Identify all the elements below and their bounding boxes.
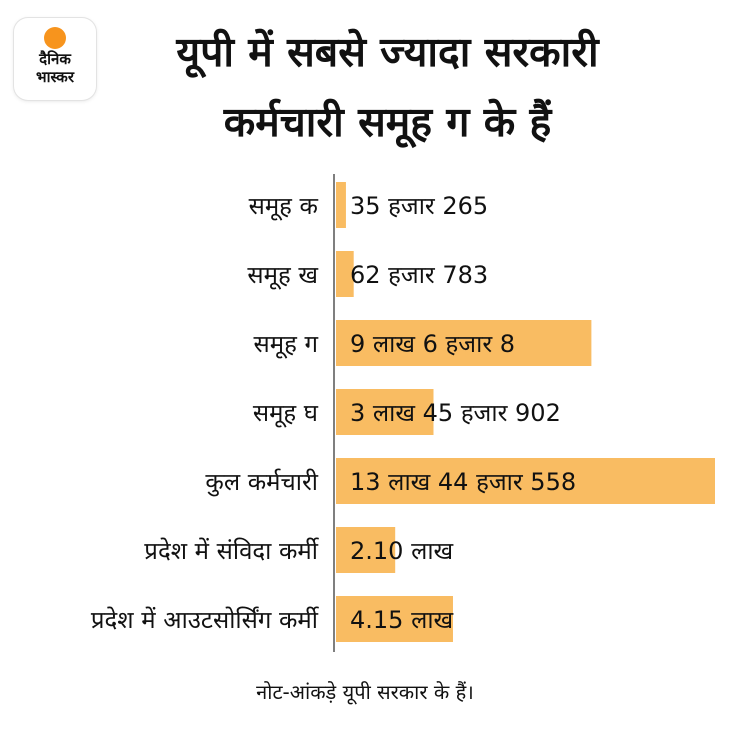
category-label-5: प्रदेश में संविदा कर्मी [144, 537, 319, 565]
bar-5 [336, 527, 396, 573]
category-label-3: समूह घ [253, 399, 319, 428]
bar-4 [336, 458, 715, 504]
value-label-2: 9 लाख 6 हजार 8 [350, 330, 515, 358]
bar-0 [336, 182, 346, 228]
category-label-0: समूह क [249, 192, 319, 221]
bar-2 [336, 320, 592, 366]
dainik-bhaskar-logo: दैनिक भास्कर [14, 18, 96, 100]
category-label-4: कुल कर्मचारी [205, 468, 318, 497]
category-label-1: समूह ख [247, 261, 318, 290]
chart-title-line-2: कर्मचारी समूह ग के हैं [223, 98, 552, 146]
value-label-0: 35 हजार 265 [350, 192, 488, 220]
value-label-6: 4.15 लाख [350, 606, 454, 634]
logo-text-line-1: दैनिक [39, 50, 71, 68]
value-label-1: 62 हजार 783 [350, 261, 488, 289]
bar-1 [336, 251, 354, 297]
bar-6 [336, 596, 453, 642]
category-label-6: प्रदेश में आउटसोर्सिंग कर्मी [91, 606, 320, 634]
value-label-5: 2.10 लाख [350, 537, 454, 565]
category-label-2: समूह ग [254, 330, 319, 359]
chart-title-line-1: यूपी में सबसे ज्यादा सरकारी [176, 28, 599, 76]
source-note: नोट-आंकड़े यूपी सरकार के हैं। [256, 680, 474, 704]
logo-text-line-2: भास्कर [36, 68, 74, 86]
value-label-3: 3 लाख 45 हजार 902 [350, 399, 561, 427]
value-label-4: 13 लाख 44 हजार 558 [350, 468, 576, 496]
bar-3 [336, 389, 434, 435]
sun-icon [44, 27, 66, 49]
